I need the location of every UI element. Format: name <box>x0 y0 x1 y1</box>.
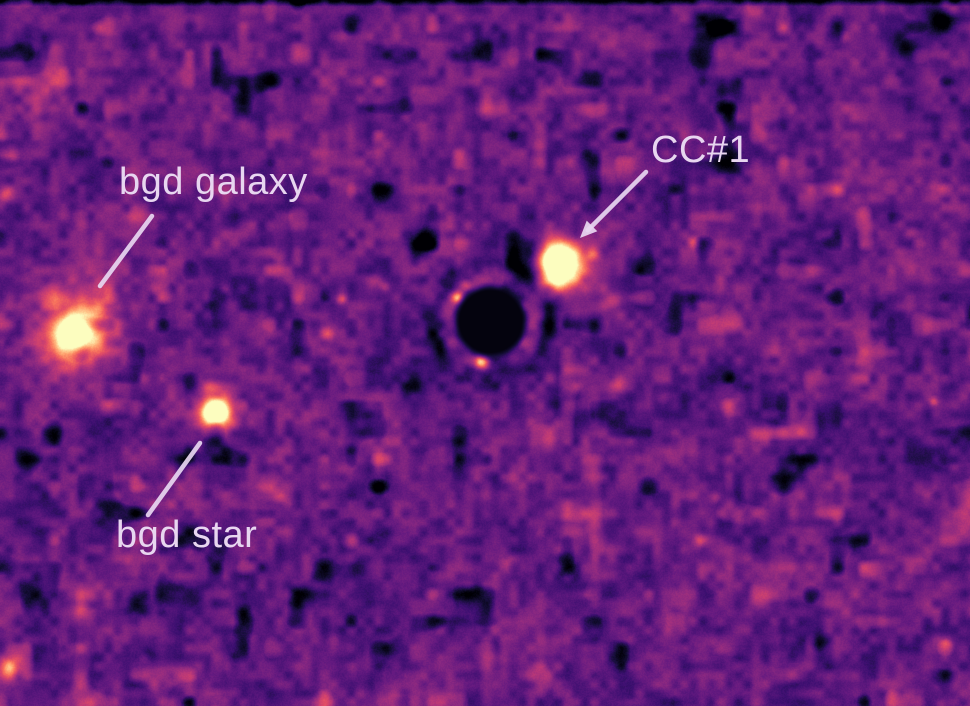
label-bgd-star: bgd star <box>116 514 258 556</box>
label-cc1: CC#1 <box>651 129 751 171</box>
label-bgd-galaxy: bgd galaxy <box>119 161 308 203</box>
